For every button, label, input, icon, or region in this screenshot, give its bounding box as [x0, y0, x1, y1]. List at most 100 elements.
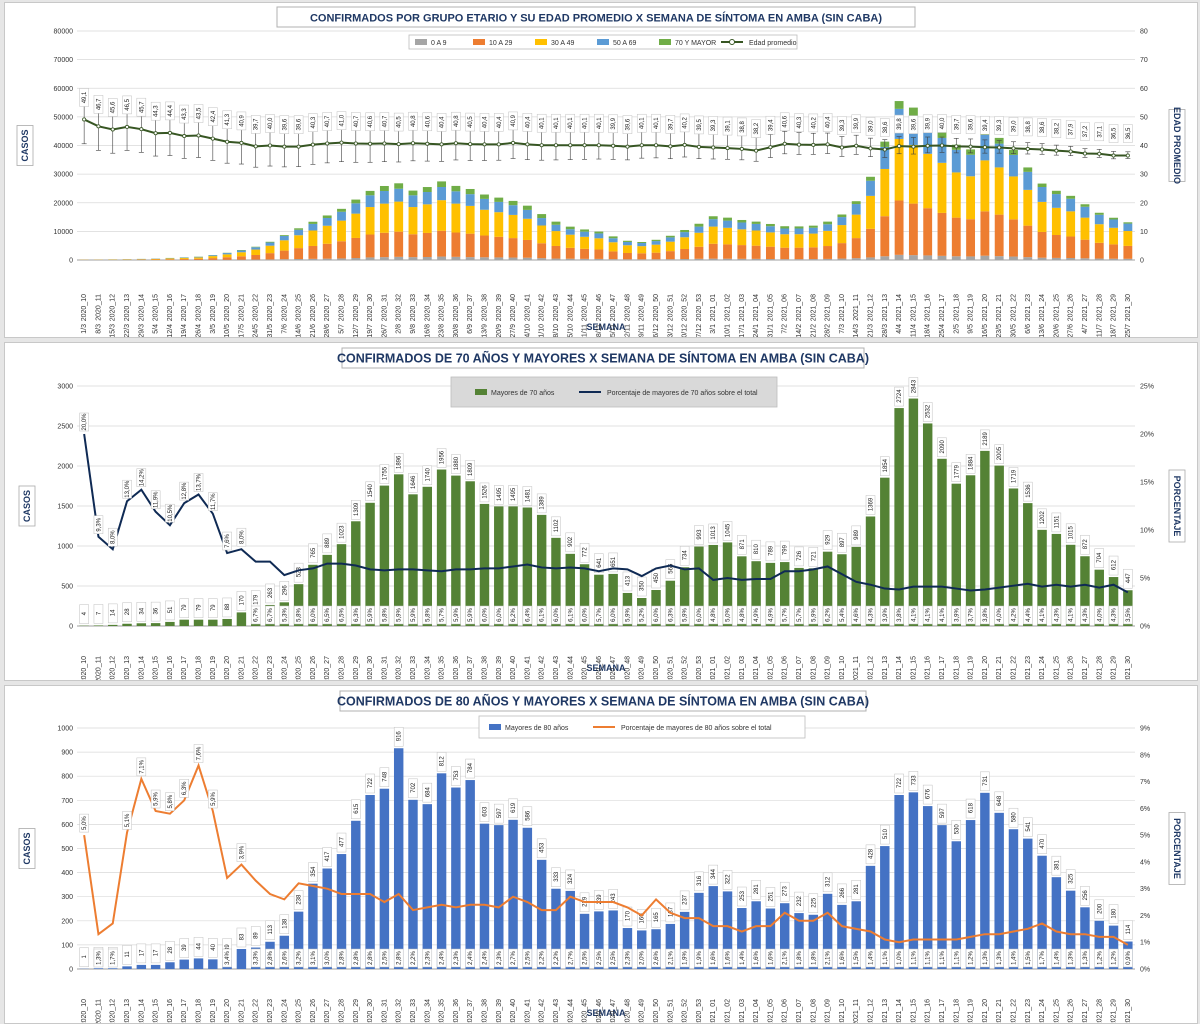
data-label-box — [365, 112, 375, 132]
bar-segment — [808, 233, 818, 248]
value-label-box — [808, 893, 819, 914]
x-tick-label: 2021_19 — [968, 294, 975, 321]
x-date-label: 7/2 — [782, 324, 789, 334]
avg-age-label: 49,1 — [82, 91, 88, 103]
bar-segment — [780, 234, 790, 248]
data-label-box — [150, 101, 161, 121]
pct-label: 2,5% — [597, 951, 603, 965]
x-date-label: 16/5 — [982, 324, 989, 337]
x-tick-label: 2020_10 — [81, 656, 88, 680]
y-tick-label: 30000 — [54, 172, 74, 179]
bar — [908, 792, 919, 969]
bar-segment — [751, 221, 761, 224]
bar-segment — [851, 258, 861, 260]
avg-age-point — [468, 142, 473, 147]
bar — [808, 914, 819, 969]
pct-label-box — [122, 479, 132, 499]
x-tick-label: 2020_14 — [138, 999, 145, 1023]
bar-segment — [937, 255, 947, 260]
bar-segment — [580, 248, 589, 259]
avg-age-point — [825, 142, 830, 147]
value-label-box — [808, 547, 819, 567]
bar-segment — [437, 230, 447, 257]
bar — [536, 514, 547, 626]
value-label-box — [851, 525, 861, 546]
value-label-box — [322, 847, 332, 867]
pct-label: 1,5% — [854, 951, 860, 965]
x-tick-label: 2021_16 — [925, 999, 932, 1023]
value-label: 1045 — [726, 523, 732, 537]
avg-age-label: 39,8 — [897, 118, 903, 130]
pct-label: 2,2% — [540, 951, 546, 965]
data-label-box — [494, 113, 504, 132]
avg-age-point — [725, 146, 730, 151]
value-label-box — [965, 798, 976, 819]
bar-segment — [537, 258, 547, 260]
avg-age-point — [153, 131, 158, 136]
pct-label: 5,9% — [397, 608, 403, 622]
value-label: 1646 — [411, 475, 417, 489]
x-tick-label: 2020_51 — [667, 656, 674, 680]
pct-label-box — [1094, 605, 1105, 625]
value-label-box — [436, 448, 447, 468]
bar-segment — [1066, 195, 1076, 199]
avg-age-label: 39,9 — [611, 117, 617, 129]
bar — [236, 612, 247, 626]
avg-age-label: 45,6 — [111, 101, 117, 113]
y-axis-title: CASOS — [22, 832, 32, 864]
avg-age-point — [854, 143, 859, 148]
value-label-box — [422, 465, 433, 486]
bar — [108, 968, 118, 969]
avg-age-point — [1082, 151, 1087, 156]
value-label-box — [922, 784, 933, 805]
bar — [837, 554, 847, 626]
bar — [522, 827, 533, 969]
pct-label-box — [922, 605, 933, 625]
x-tick-label: 2020_18 — [196, 999, 203, 1023]
x-tick-label: 2021_08 — [810, 999, 817, 1023]
pct-label-box — [379, 948, 390, 968]
pct-label-box — [208, 789, 218, 809]
bar — [980, 792, 990, 969]
avg-age-point — [1040, 147, 1045, 152]
bar-segment — [379, 203, 389, 233]
avg-age-point — [268, 143, 273, 148]
x-tick-label: 2020_39 — [496, 999, 503, 1023]
value-label-box — [994, 444, 1004, 464]
bar-segment — [608, 251, 618, 260]
value-label-box — [679, 890, 690, 911]
data-label-box — [636, 113, 647, 133]
x-date-label: 16/8 — [424, 324, 431, 337]
value-label-box — [779, 881, 790, 902]
pct-label-box — [522, 605, 533, 625]
pct-label: 8,0% — [111, 530, 117, 544]
bar — [336, 854, 347, 969]
legend-swatch — [475, 389, 487, 395]
data-label-box — [837, 116, 847, 135]
x-tick-label: 2020_50 — [653, 999, 660, 1023]
x-tick-label: 2020_18 — [196, 294, 203, 321]
value-label: 722 — [368, 777, 374, 788]
avg-age-point — [511, 140, 516, 145]
y-axis-title-box — [18, 828, 36, 869]
value-label: 89 — [254, 932, 260, 939]
x-date-label: 9/5 — [968, 324, 975, 334]
pct-label: 4,1% — [1040, 608, 1046, 622]
y-tick-label: 1500 — [57, 504, 73, 511]
pct-label: 1,5% — [1026, 951, 1032, 965]
bar-segment — [1094, 212, 1104, 215]
bar — [536, 859, 547, 969]
avg-age-point — [897, 144, 902, 149]
bar-segment — [465, 233, 475, 258]
value-label: 1956 — [440, 450, 446, 464]
avg-age-label: 43,3 — [182, 108, 188, 120]
pct-label: 4,8% — [711, 608, 717, 622]
pct-label: 3,9% — [954, 608, 960, 622]
bar-segment — [451, 185, 461, 192]
bar-segment — [966, 256, 976, 260]
y2-tick-label: 10 — [1140, 229, 1148, 236]
pct-label: 1,9% — [683, 951, 689, 965]
x-tick-label: 2020_51 — [667, 294, 674, 321]
pct-label: 6,0% — [497, 608, 503, 622]
bar-segment — [1080, 258, 1090, 260]
